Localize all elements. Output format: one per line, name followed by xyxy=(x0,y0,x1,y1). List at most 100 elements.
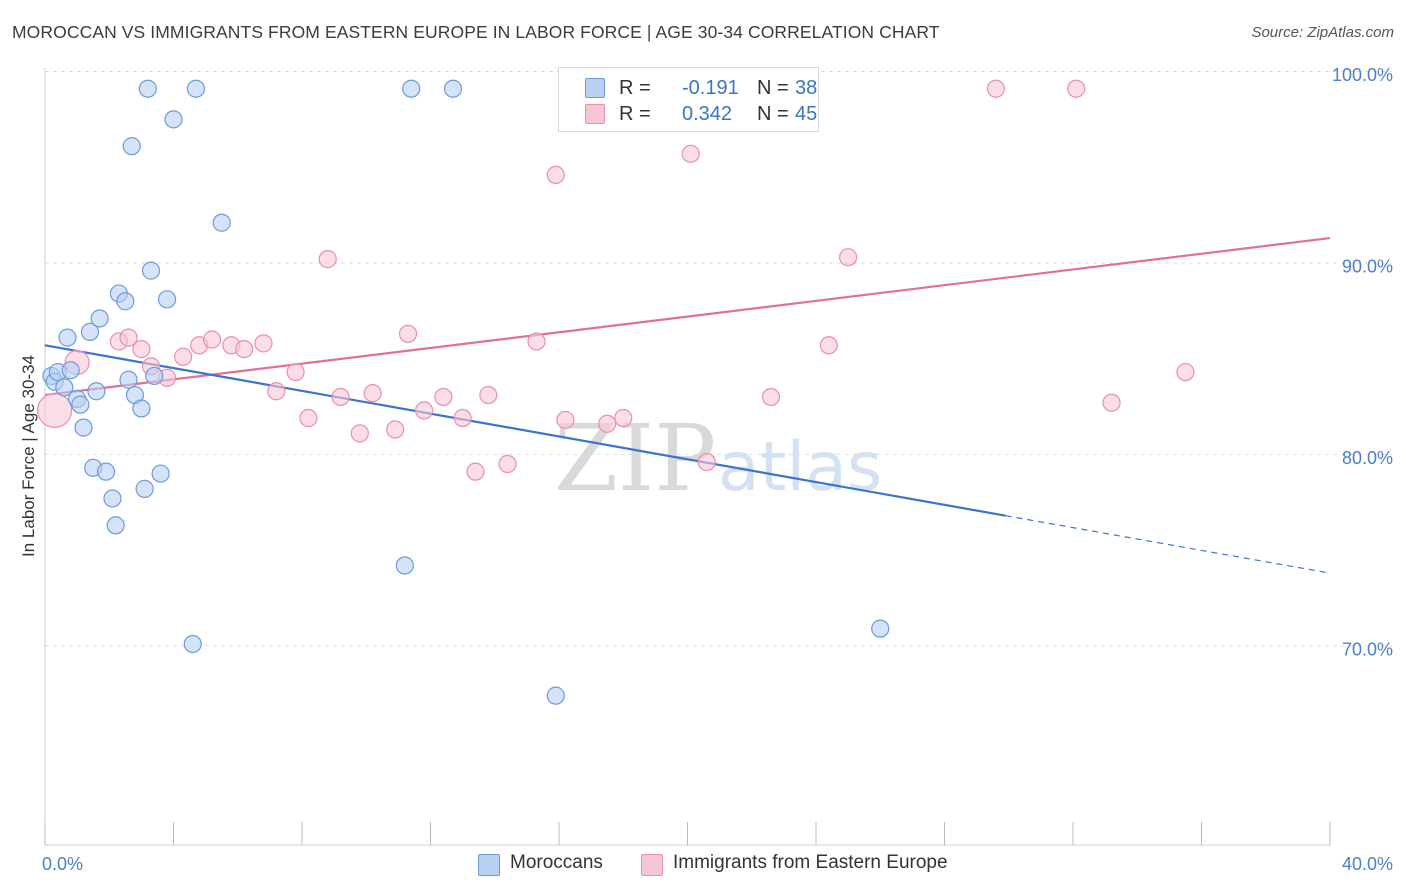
point-moroccans xyxy=(103,489,122,508)
bottom-legend-swatch-pink xyxy=(641,854,663,876)
legend-n-value: 45 xyxy=(795,102,818,125)
point-moroccans xyxy=(87,382,106,401)
point-immigrants xyxy=(37,392,73,428)
point-immigrants xyxy=(453,408,472,428)
point-immigrants xyxy=(1102,393,1121,412)
point-moroccans xyxy=(402,79,421,98)
trend-line-moroccans-extension xyxy=(1005,515,1331,574)
bottom-legend-label: Immigrants from Eastern Europe xyxy=(673,852,948,873)
point-moroccans xyxy=(119,370,138,389)
point-immigrants xyxy=(546,165,565,184)
point-immigrants xyxy=(498,454,517,474)
point-moroccans xyxy=(71,395,90,414)
data-points xyxy=(37,79,1195,705)
point-moroccans xyxy=(164,110,183,129)
point-immigrants xyxy=(331,387,350,407)
point-moroccans xyxy=(546,686,565,705)
point-immigrants xyxy=(267,382,286,401)
point-immigrants xyxy=(681,144,700,163)
point-immigrants xyxy=(174,347,193,366)
legend-r-label: R = xyxy=(619,102,651,125)
y-tick-label: 100.0% xyxy=(1332,65,1393,85)
point-immigrants xyxy=(414,401,434,420)
legend-swatch-pink xyxy=(585,104,605,124)
point-moroccans xyxy=(186,79,206,98)
point-moroccans xyxy=(183,634,202,654)
legend-n-label: N = xyxy=(757,76,789,99)
point-moroccans xyxy=(116,292,135,311)
trend-line-immigrants xyxy=(44,236,1331,397)
point-moroccans xyxy=(135,479,154,498)
point-immigrants xyxy=(614,408,633,428)
point-immigrants xyxy=(398,324,418,343)
point-moroccans xyxy=(55,378,74,397)
point-immigrants xyxy=(350,424,369,443)
axes xyxy=(44,68,1331,846)
point-immigrants xyxy=(466,462,485,481)
bottom-legend-label: Moroccans xyxy=(510,852,603,873)
point-immigrants xyxy=(299,408,318,428)
source-label: Source: ZipAtlas.com xyxy=(1251,24,1394,41)
point-moroccans xyxy=(138,79,157,98)
point-immigrants xyxy=(434,387,453,407)
point-immigrants xyxy=(254,334,273,353)
trend-lines xyxy=(44,236,1331,574)
point-immigrants xyxy=(986,79,1006,98)
point-moroccans xyxy=(212,213,231,232)
point-immigrants xyxy=(697,452,716,472)
legend-r-value: -0.191 xyxy=(682,76,739,99)
legend-r-label: R = xyxy=(619,76,651,99)
point-moroccans xyxy=(90,309,109,328)
point-immigrants xyxy=(819,336,838,355)
trend-line-moroccans xyxy=(44,344,1006,517)
point-immigrants xyxy=(363,384,382,403)
point-moroccans xyxy=(74,418,93,437)
point-immigrants xyxy=(132,340,151,359)
legend-swatch-blue xyxy=(585,78,605,98)
point-moroccans xyxy=(80,322,100,341)
point-immigrants xyxy=(202,330,222,349)
point-moroccans xyxy=(58,328,77,347)
tick-labels: 100.0% 90.0% 80.0% 70.0% 0.0% 40.0% xyxy=(42,65,1393,874)
point-immigrants xyxy=(1067,79,1086,98)
point-immigrants xyxy=(556,410,575,430)
point-moroccans xyxy=(871,619,890,638)
point-moroccans xyxy=(122,137,141,156)
point-moroccans xyxy=(61,361,80,380)
chart-title: MOROCCAN VS IMMIGRANTS FROM EASTERN EURO… xyxy=(12,22,940,42)
point-immigrants xyxy=(318,250,337,269)
point-moroccans xyxy=(96,462,116,481)
y-tick-label: 90.0% xyxy=(1342,257,1393,277)
point-moroccans xyxy=(395,556,414,575)
point-immigrants xyxy=(235,340,254,359)
y-tick-label: 70.0% xyxy=(1342,639,1393,659)
legend-r-value: 0.342 xyxy=(682,102,733,125)
point-moroccans xyxy=(106,516,125,535)
gridlines xyxy=(45,70,1392,647)
point-immigrants xyxy=(479,385,498,405)
point-immigrants xyxy=(386,420,405,439)
x-tick-label: 40.0% xyxy=(1342,854,1393,874)
watermark-zip: ZIP xyxy=(554,405,716,512)
legend-n-value: 38 xyxy=(795,76,818,99)
point-immigrants xyxy=(286,362,305,382)
y-tick-label: 80.0% xyxy=(1342,448,1393,468)
bottom-legend-swatch-blue xyxy=(478,854,500,876)
point-moroccans xyxy=(157,290,177,309)
stats-legend: R = -0.191 N = 38 R = 0.342 N = 45 xyxy=(558,67,819,132)
point-immigrants xyxy=(119,328,138,347)
x-tick-label: 0.0% xyxy=(42,854,83,874)
point-moroccans xyxy=(443,79,463,98)
point-immigrants xyxy=(761,387,781,407)
watermark-atlas: atlas xyxy=(718,428,882,507)
point-immigrants xyxy=(527,332,546,351)
point-moroccans xyxy=(151,464,170,483)
point-immigrants xyxy=(839,248,858,267)
point-immigrants xyxy=(1176,362,1195,382)
y-axis-label: In Labor Force | Age 30-34 xyxy=(19,355,38,557)
legend-n-label: N = xyxy=(757,102,789,125)
point-moroccans xyxy=(141,261,161,280)
point-moroccans xyxy=(132,399,151,418)
point-immigrants xyxy=(598,414,617,433)
